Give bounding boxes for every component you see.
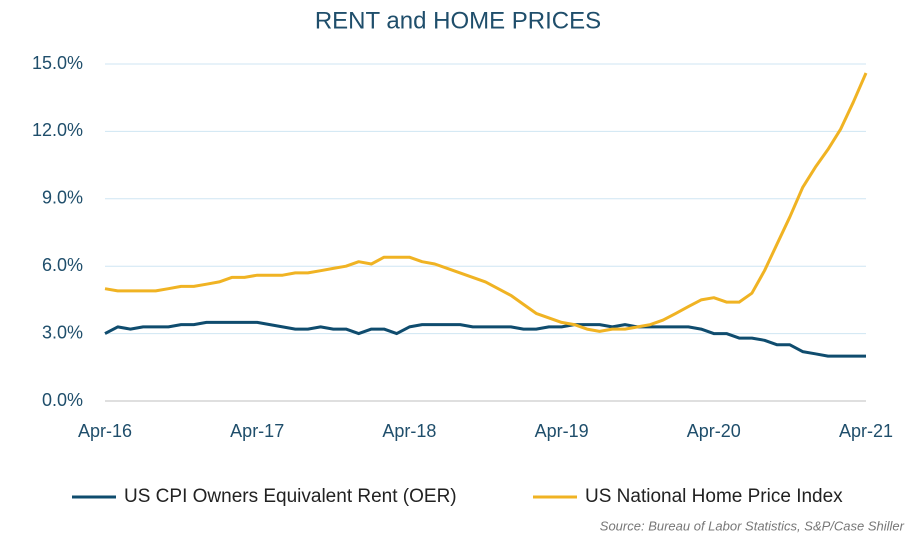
x-tick-label: Apr-20: [687, 421, 741, 441]
y-tick-label: 9.0%: [42, 188, 83, 208]
source: Source: Bureau of Labor Statistics, S&P/…: [600, 518, 905, 533]
y-tick-label: 3.0%: [42, 322, 83, 342]
x-tick-label: Apr-16: [78, 421, 132, 441]
legend-label: US National Home Price Index: [585, 486, 843, 507]
x-tick-label: Apr-18: [382, 421, 436, 441]
y-tick-label: 6.0%: [42, 255, 83, 275]
x-tick-label: Apr-21: [839, 421, 893, 441]
series-line: [104, 72, 868, 333]
y-tick-label: 0.0%: [42, 390, 83, 410]
series-line: [104, 320, 866, 358]
x-tick-label: Apr-19: [535, 421, 589, 441]
y-tick-label: 12.0%: [32, 120, 83, 140]
x-tick-label: Apr-17: [230, 421, 284, 441]
legend-label: US CPI Owners Equivalent Rent (OER): [124, 486, 457, 507]
chart-title: RENT and HOME PRICES: [315, 7, 601, 34]
y-tick-label: 15.0%: [32, 53, 83, 73]
